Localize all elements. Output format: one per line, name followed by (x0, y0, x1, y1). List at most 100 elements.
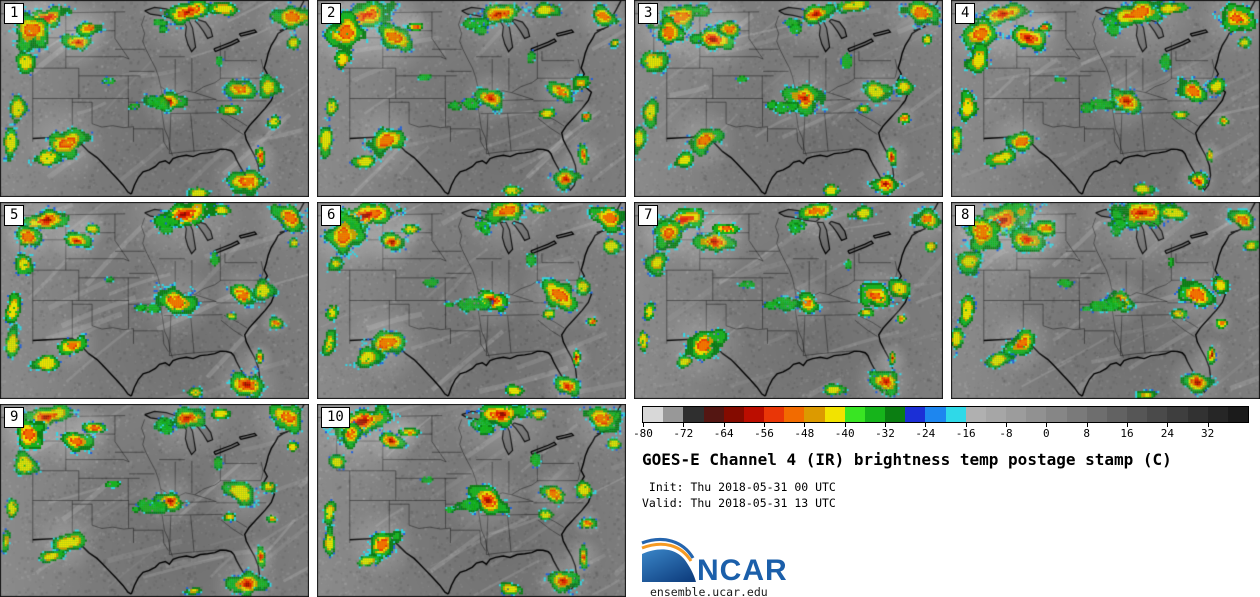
colorbar-tick-label: -72 (673, 427, 694, 440)
colorbar-segment (804, 407, 825, 422)
init-time-line: Init: Thu 2018-05-31 00 UTC (642, 480, 836, 494)
colorbar-tick-mark (1207, 423, 1209, 427)
colorbar-tick-mark (925, 423, 927, 427)
ensemble-member-panel: 3 (634, 0, 943, 197)
colorbar-tick-label: -40 (834, 427, 855, 440)
ncar-logo-upper-arc (641, 537, 695, 559)
colorbar-segment (985, 407, 1007, 422)
colorbar-segment (1086, 407, 1107, 422)
ncar-logo-swoosh (642, 549, 696, 582)
colorbar-segment (905, 407, 926, 422)
colorbar-tick-label: -80 (633, 427, 653, 440)
colorbar-tick-label: -32 (875, 427, 895, 440)
ncar-logo-orange-arc (641, 542, 693, 562)
init-valid-times: Init: Thu 2018-05-31 00 UTC Valid: Thu 2… (642, 480, 836, 511)
ir-satellite-map-canvas (951, 202, 1260, 399)
colorbar-segment (1106, 407, 1128, 422)
member-number-label: 7 (638, 205, 659, 226)
colorbar-tick-label: -64 (713, 427, 734, 440)
colorbar-segment (1167, 407, 1188, 422)
ir-satellite-map-canvas (317, 0, 626, 197)
colorbar-segment (885, 407, 906, 422)
colorbar-segment (1006, 407, 1027, 422)
colorbar-segment (844, 407, 865, 422)
ensemble-member-panel: 7 (634, 202, 943, 399)
ensemble-member-panel: 10 (317, 404, 626, 597)
colorbar-tick-mark (764, 423, 765, 427)
colorbar-segment (965, 407, 986, 422)
colorbar-segment (764, 407, 785, 422)
ir-satellite-map-canvas (634, 0, 943, 197)
colorbar-tick-label: 8 (1083, 427, 1090, 440)
colorbar-tick-mark (643, 423, 644, 427)
colorbar-segment (683, 407, 704, 422)
member-number-label: 6 (321, 205, 342, 226)
colorbar-segment (743, 407, 765, 422)
colorbar-segment (1227, 407, 1249, 422)
colorbar-tick-mark (1006, 423, 1007, 427)
colorbar-tick-label: -56 (754, 427, 774, 440)
colorbar-tick-mark (683, 423, 685, 427)
ensemble-member-panel: 5 (0, 202, 309, 399)
member-number-label: 9 (4, 407, 25, 428)
colorbar-tick-label: 16 (1120, 427, 1134, 440)
valid-time-line: Valid: Thu 2018-05-31 13 UTC (642, 495, 836, 510)
ensemble-member-panel: 6 (317, 202, 626, 399)
member-number-label: 5 (4, 205, 25, 226)
ir-satellite-map-canvas (317, 202, 626, 399)
ensemble-site-url: ensemble.ucar.edu (650, 585, 768, 597)
product-title: GOES-E Channel 4 (IR) brightness temp po… (642, 450, 1172, 469)
ir-satellite-map-canvas (951, 0, 1260, 197)
ensemble-member-panel: 4 (951, 0, 1260, 197)
ncar-logo: NCAR (641, 537, 788, 586)
colorbar-segment (1026, 407, 1047, 422)
ir-satellite-map-canvas (317, 404, 626, 597)
member-number-label: 8 (955, 205, 976, 226)
ir-satellite-map-canvas (0, 202, 309, 399)
colorbar-tick-label: 0 (1043, 427, 1050, 440)
colorbar-segment (925, 407, 946, 422)
colorbar-tick-label: 24 (1160, 427, 1174, 440)
colorbar-tick-mark (1086, 423, 1088, 427)
colorbar-tick-label: -8 (999, 427, 1013, 440)
colorbar-tick-mark (885, 423, 886, 427)
colorbar-segment (1127, 407, 1148, 422)
ensemble-member-panel: 2 (317, 0, 626, 197)
colorbar-tick-label: 32 (1201, 427, 1215, 440)
colorbar-tick-mark (1046, 423, 1048, 427)
colorbar-segment (864, 407, 886, 422)
member-number-label: 1 (4, 3, 25, 24)
colorbar-segment (703, 407, 724, 422)
ncar-logo-wordmark: NCAR (697, 554, 788, 586)
ir-satellite-map-canvas (634, 202, 943, 399)
colorbar-segment (1147, 407, 1168, 422)
colorbar-tick-mark (804, 423, 806, 427)
ensemble-member-panel: 9 (0, 404, 309, 597)
member-number-label: 3 (638, 3, 659, 24)
colorbar-tick-mark (965, 423, 967, 427)
colorbar-segment (945, 407, 966, 422)
colorbar-segment (784, 407, 805, 422)
colorbar-segment (824, 407, 845, 422)
colorbar-tick-label: -24 (915, 427, 936, 440)
colorbar (642, 406, 1249, 423)
colorbar-segment (1046, 407, 1067, 422)
colorbar-segment (1066, 407, 1087, 422)
colorbar-segment (723, 407, 744, 422)
colorbar-tick-mark (723, 423, 725, 427)
ensemble-member-panel: 1 (0, 0, 309, 197)
colorbar-tick-label: -48 (794, 427, 815, 440)
colorbar-segment (663, 407, 684, 422)
colorbar-segment (643, 407, 664, 422)
colorbar-tick-label: -16 (955, 427, 976, 440)
legend-and-caption-area: -80 -72 -64 -56 -48 -40 -32 -24 -16 -8 0 8 16 24 32 GO… (633, 404, 1260, 597)
ensemble-member-panel: 8 (951, 202, 1260, 399)
ir-satellite-map-canvas (0, 404, 309, 597)
member-number-label: 4 (955, 3, 976, 24)
member-number-label: 2 (321, 3, 342, 24)
colorbar-segment (1207, 407, 1228, 422)
colorbar-segment (1187, 407, 1208, 422)
colorbar-tick-mark (1127, 423, 1128, 427)
ir-satellite-map-canvas (0, 0, 309, 197)
colorbar-tick-mark (844, 423, 846, 427)
